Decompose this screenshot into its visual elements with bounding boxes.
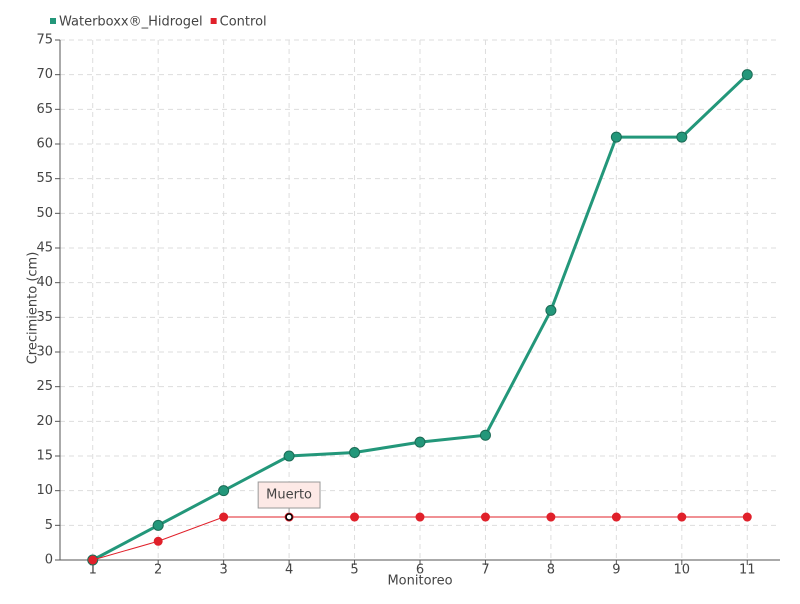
annotation: Muerto: [257, 481, 321, 514]
x-axis-label: Monitoreo: [387, 574, 452, 589]
data-point: [546, 512, 556, 522]
y-tick-label: 15: [36, 449, 53, 464]
data-point: [414, 436, 426, 448]
y-tick-label: 65: [36, 102, 53, 117]
x-tick-label: 6: [416, 563, 424, 578]
data-point: [350, 512, 360, 522]
data-point: [153, 536, 163, 546]
x-tick-label: 7: [481, 563, 489, 578]
x-tick-label: 11: [739, 563, 756, 578]
data-point: [545, 304, 557, 316]
data-point: [741, 69, 753, 81]
data-point: [219, 512, 229, 522]
y-tick-label: 50: [36, 206, 53, 221]
legend-swatch: [50, 18, 56, 24]
data-point: [480, 512, 490, 522]
data-point: [610, 131, 622, 143]
annotation-label: Muerto: [266, 488, 312, 503]
legend-label: Waterboxx®_Hidrogel: [59, 15, 203, 30]
x-tick-label: 3: [219, 563, 227, 578]
y-tick-label: 20: [36, 414, 53, 429]
data-point: [218, 485, 230, 497]
data-point: [611, 512, 621, 522]
y-tick-label: 75: [36, 33, 53, 48]
y-tick-label: 35: [36, 310, 53, 325]
y-tick-label: 5: [45, 518, 53, 533]
y-tick-label: 0: [45, 553, 53, 568]
y-tick-label: 10: [36, 483, 53, 498]
data-point: [349, 447, 361, 459]
annotation-point: [285, 513, 293, 521]
x-tick-label: 4: [285, 563, 293, 578]
y-axis-label: Crecimiento (cm): [26, 252, 41, 365]
legend-label: Control: [220, 15, 267, 30]
y-tick-label: 45: [36, 241, 53, 256]
data-point: [283, 450, 295, 462]
data-point: [88, 555, 98, 565]
data-point: [152, 519, 164, 531]
x-tick-label: 5: [350, 563, 358, 578]
data-point: [415, 512, 425, 522]
x-tick-label: 9: [612, 563, 620, 578]
y-tick-label: 70: [36, 67, 53, 82]
y-tick-label: 30: [36, 345, 53, 360]
x-tick-label: 10: [674, 563, 691, 578]
annotation-box: [257, 481, 321, 509]
legend-swatch: [210, 18, 217, 24]
y-tick-label: 60: [36, 137, 53, 152]
x-tick-label: 2: [154, 563, 162, 578]
data-point: [677, 512, 687, 522]
y-tick-label: 25: [36, 379, 53, 394]
x-tick-label: 8: [547, 563, 555, 578]
data-point: [676, 131, 688, 143]
y-tick-label: 55: [36, 171, 53, 186]
data-point: [479, 429, 491, 441]
x-tick-label: 1: [89, 563, 97, 578]
y-tick-label: 40: [36, 275, 53, 290]
data-point: [742, 512, 752, 522]
